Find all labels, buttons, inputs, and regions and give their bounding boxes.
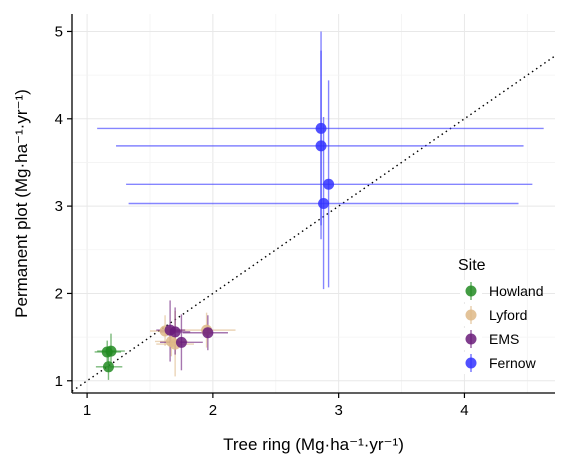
legend-key-point-howland xyxy=(465,285,477,297)
x-tick-label: 3 xyxy=(334,402,342,419)
y-tick-label: 4 xyxy=(55,111,63,128)
y-tick-label: 5 xyxy=(55,23,63,40)
legend-key-point-lyford xyxy=(465,309,477,321)
legend-label-ems: EMS xyxy=(489,331,519,347)
x-tick-label: 1 xyxy=(83,402,91,419)
legend-key-point-fernow xyxy=(465,357,477,369)
x-tick-label: 2 xyxy=(209,402,217,419)
ems-point xyxy=(169,326,181,338)
fernow-point xyxy=(315,122,327,134)
x-tick-label: 4 xyxy=(460,402,468,419)
legend-label-howland: Howland xyxy=(489,283,543,299)
howland-point xyxy=(102,361,114,373)
howland-point xyxy=(105,345,117,357)
data-points xyxy=(101,122,335,373)
legend-title: Site xyxy=(458,257,486,274)
legend-key-point-ems xyxy=(465,333,477,345)
ticks: 1 2 3 4 1 2 3 4 5 xyxy=(55,23,469,419)
axes xyxy=(71,14,555,394)
legend-label-lyford: Lyford xyxy=(489,307,527,323)
fernow-point xyxy=(318,198,330,209)
one-to-one-reference-line xyxy=(71,55,556,392)
fernow-point xyxy=(323,178,335,190)
y-tick-label: 3 xyxy=(55,198,63,215)
x-axis-title: Tree ring (Mg·ha⁻¹·yr⁻¹) xyxy=(223,435,404,454)
legend: Site Howland Lyford EMS Fernow xyxy=(458,257,543,374)
ems-point xyxy=(202,327,214,339)
y-axis-title: Permanent plot (Mg·ha⁻¹·yr⁻¹) xyxy=(12,89,31,318)
y-tick-label: 2 xyxy=(55,285,63,302)
fernow-point xyxy=(315,140,327,152)
y-tick-label: 1 xyxy=(55,373,63,390)
legend-label-fernow: Fernow xyxy=(489,355,537,371)
ems-point xyxy=(175,336,187,348)
